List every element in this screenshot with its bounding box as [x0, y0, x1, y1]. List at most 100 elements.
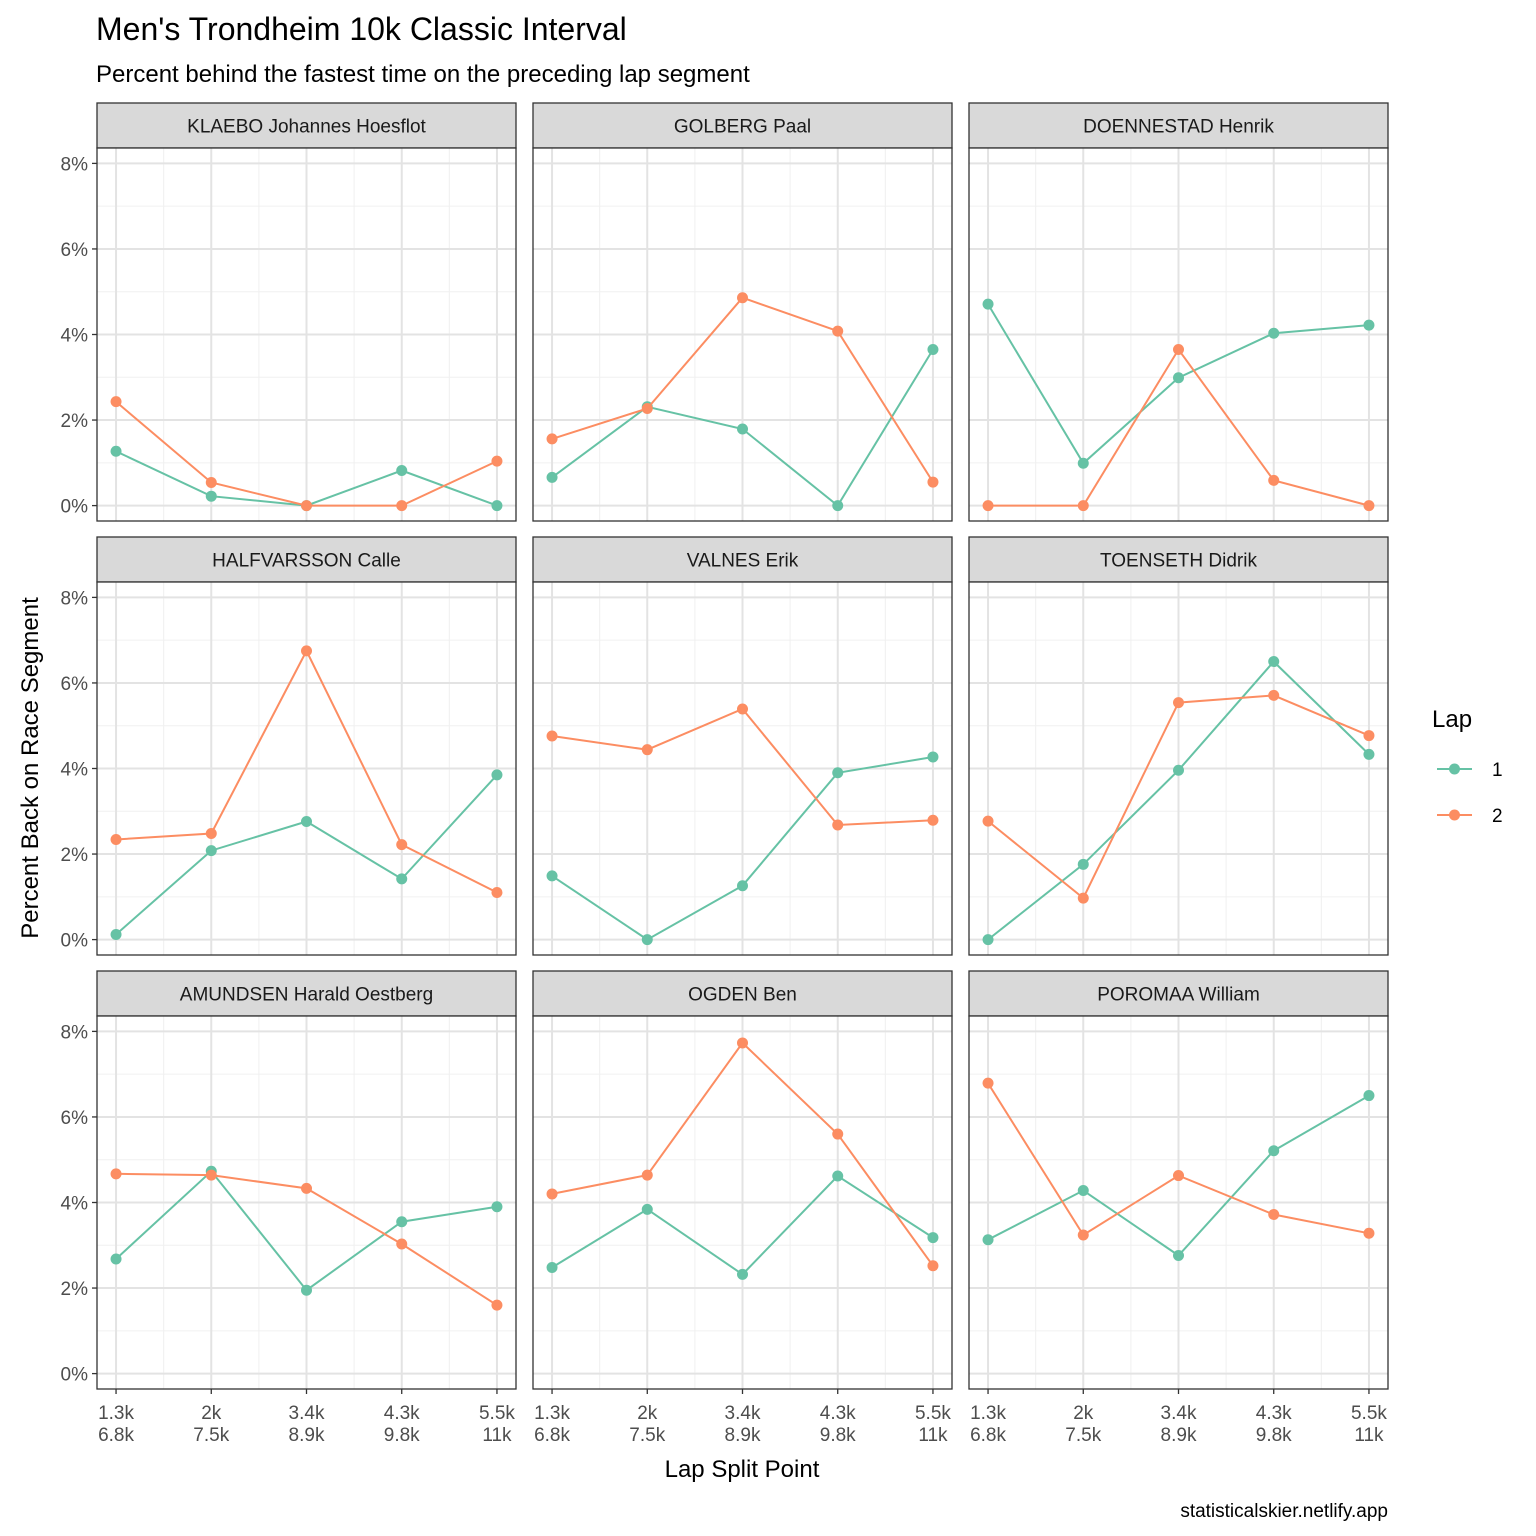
legend-label: 1	[1492, 760, 1503, 781]
y-axis-title: Percent Back on Race Segment	[17, 597, 44, 939]
x-tick-label-line2: 7.5k	[193, 1425, 229, 1446]
data-point-lap-1	[982, 298, 994, 310]
data-point-lap-2	[1077, 1229, 1089, 1241]
data-point-lap-1	[1268, 656, 1280, 668]
data-point-lap-1	[1268, 1145, 1280, 1157]
chart-title: Men's Trondheim 10k Classic Interval	[96, 11, 627, 47]
x-tick-label-line2: 11k	[1354, 1425, 1384, 1446]
data-point-lap-1	[737, 423, 748, 435]
y-tick-label: 2%	[61, 411, 89, 432]
data-point-lap-2	[1268, 474, 1280, 486]
data-point-lap-2	[641, 1169, 653, 1181]
y-tick-label: 4%	[61, 760, 89, 781]
data-point-lap-1	[491, 1201, 503, 1213]
x-tick-label-line1: 2k	[1073, 1403, 1094, 1424]
data-point-lap-1	[927, 1232, 939, 1244]
x-tick-label: 2k 7.5k	[193, 1403, 229, 1446]
data-point-lap-2	[1363, 1227, 1375, 1239]
data-point-lap-1	[396, 873, 408, 885]
x-tick-label-line1: 5.5k	[479, 1403, 515, 1424]
data-point-lap-1	[1173, 764, 1184, 776]
data-point-lap-2	[1363, 500, 1375, 512]
x-tick-label-line1: 4.3k	[820, 1403, 856, 1424]
y-tick-label: 4%	[61, 1194, 89, 1215]
data-point-lap-2	[546, 730, 558, 742]
facet-panel: HALFVARSSON Calle 0% 2% 4% 6% 8%	[61, 536, 517, 956]
x-tick-label-line2: 11k	[482, 1425, 512, 1446]
facet-panel: POROMAA William 1.3k 6.8k 2k 7.5k 3.4k 8.9k 4.3…	[968, 970, 1389, 1446]
data-point-lap-2	[205, 477, 217, 489]
data-point-lap-1	[641, 1203, 653, 1215]
chart-subtitle: Percent behind the fastest time on the p…	[96, 61, 750, 88]
facet-strip	[532, 970, 953, 1017]
data-point-lap-2	[641, 744, 653, 756]
x-tick-label: 4.3k 9.8k	[384, 1403, 420, 1446]
y-tick-label: 2%	[61, 1279, 89, 1300]
data-point-lap-2	[1363, 730, 1375, 742]
data-point-lap-2	[301, 645, 312, 657]
facet-strip	[532, 536, 953, 583]
data-point-lap-1	[832, 767, 844, 779]
data-point-lap-1	[1077, 457, 1089, 469]
data-point-lap-2	[982, 1077, 994, 1089]
data-point-lap-1	[301, 816, 312, 828]
facet-panel: KLAEBO Johannes Hoesflot 0% 2% 4% 6% 8%	[61, 102, 517, 522]
x-tick-label: 3.4k 8.9k	[289, 1403, 325, 1446]
data-point-lap-2	[641, 403, 653, 415]
data-point-lap-1	[205, 845, 217, 857]
facet-panel: DOENNESTAD Henrik	[968, 102, 1389, 522]
x-tick-label: 3.4k 8.9k	[1161, 1403, 1197, 1446]
data-point-lap-2	[737, 292, 748, 304]
y-tick-label: 8%	[61, 154, 89, 175]
data-point-lap-1	[491, 769, 503, 781]
facet-panel: TOENSETH Didrik	[968, 536, 1389, 956]
data-point-lap-2	[832, 325, 844, 337]
data-point-lap-2	[301, 500, 312, 512]
y-tick-label: 4%	[61, 326, 89, 347]
data-point-lap-2	[205, 828, 217, 840]
data-point-lap-2	[1077, 500, 1089, 512]
data-point-lap-2	[301, 1182, 312, 1194]
data-point-lap-2	[546, 433, 558, 445]
data-point-lap-2	[396, 1238, 408, 1250]
x-tick-label: 2k 7.5k	[629, 1403, 665, 1446]
data-point-lap-2	[491, 887, 503, 899]
data-point-lap-2	[396, 839, 408, 851]
x-tick-label-line1: 3.4k	[725, 1403, 761, 1424]
x-tick-label-line2: 7.5k	[629, 1425, 665, 1446]
x-tick-label-line2: 9.8k	[1256, 1425, 1292, 1446]
data-point-lap-1	[546, 870, 558, 882]
facet-strip-label: AMUNDSEN Harald Oestberg	[180, 985, 433, 1006]
x-tick-label: 5.5k 11k	[479, 1403, 515, 1446]
legend: Lap 1 2	[1432, 706, 1503, 827]
data-point-lap-1	[110, 445, 122, 457]
data-point-lap-2	[1173, 343, 1184, 355]
facet-strip-label: OGDEN Ben	[688, 985, 797, 1006]
data-point-lap-1	[546, 1262, 558, 1274]
x-tick-label-line2: 8.9k	[1161, 1425, 1197, 1446]
facet-strip	[968, 970, 1389, 1017]
data-point-lap-2	[546, 1188, 558, 1200]
data-point-lap-2	[1268, 689, 1280, 701]
x-tick-label: 1.3k 6.8k	[534, 1403, 570, 1446]
x-tick-label-line2: 8.9k	[289, 1425, 325, 1446]
legend-key-point	[1449, 809, 1460, 821]
caption: statisticalskier.netlify.app	[1180, 1501, 1388, 1522]
x-tick-label: 1.3k 6.8k	[98, 1403, 134, 1446]
facet-strip-label: GOLBERG Paal	[674, 117, 811, 138]
y-tick-label: 8%	[61, 588, 89, 609]
x-tick-label-line1: 5.5k	[915, 1403, 951, 1424]
data-point-lap-1	[1363, 1090, 1375, 1102]
legend-title: Lap	[1432, 706, 1472, 733]
data-point-lap-1	[641, 934, 653, 946]
x-tick-label-line2: 8.9k	[725, 1425, 761, 1446]
facet-strip-label: KLAEBO Johannes Hoesflot	[187, 117, 426, 138]
x-tick-label-line1: 1.3k	[970, 1403, 1006, 1424]
data-point-lap-2	[832, 1128, 844, 1140]
data-point-lap-1	[205, 490, 217, 502]
facet-strip	[96, 536, 517, 583]
data-point-lap-2	[110, 1168, 122, 1180]
data-point-lap-1	[1173, 1250, 1184, 1262]
x-tick-label-line2: 9.8k	[820, 1425, 856, 1446]
data-point-lap-1	[1363, 748, 1375, 760]
